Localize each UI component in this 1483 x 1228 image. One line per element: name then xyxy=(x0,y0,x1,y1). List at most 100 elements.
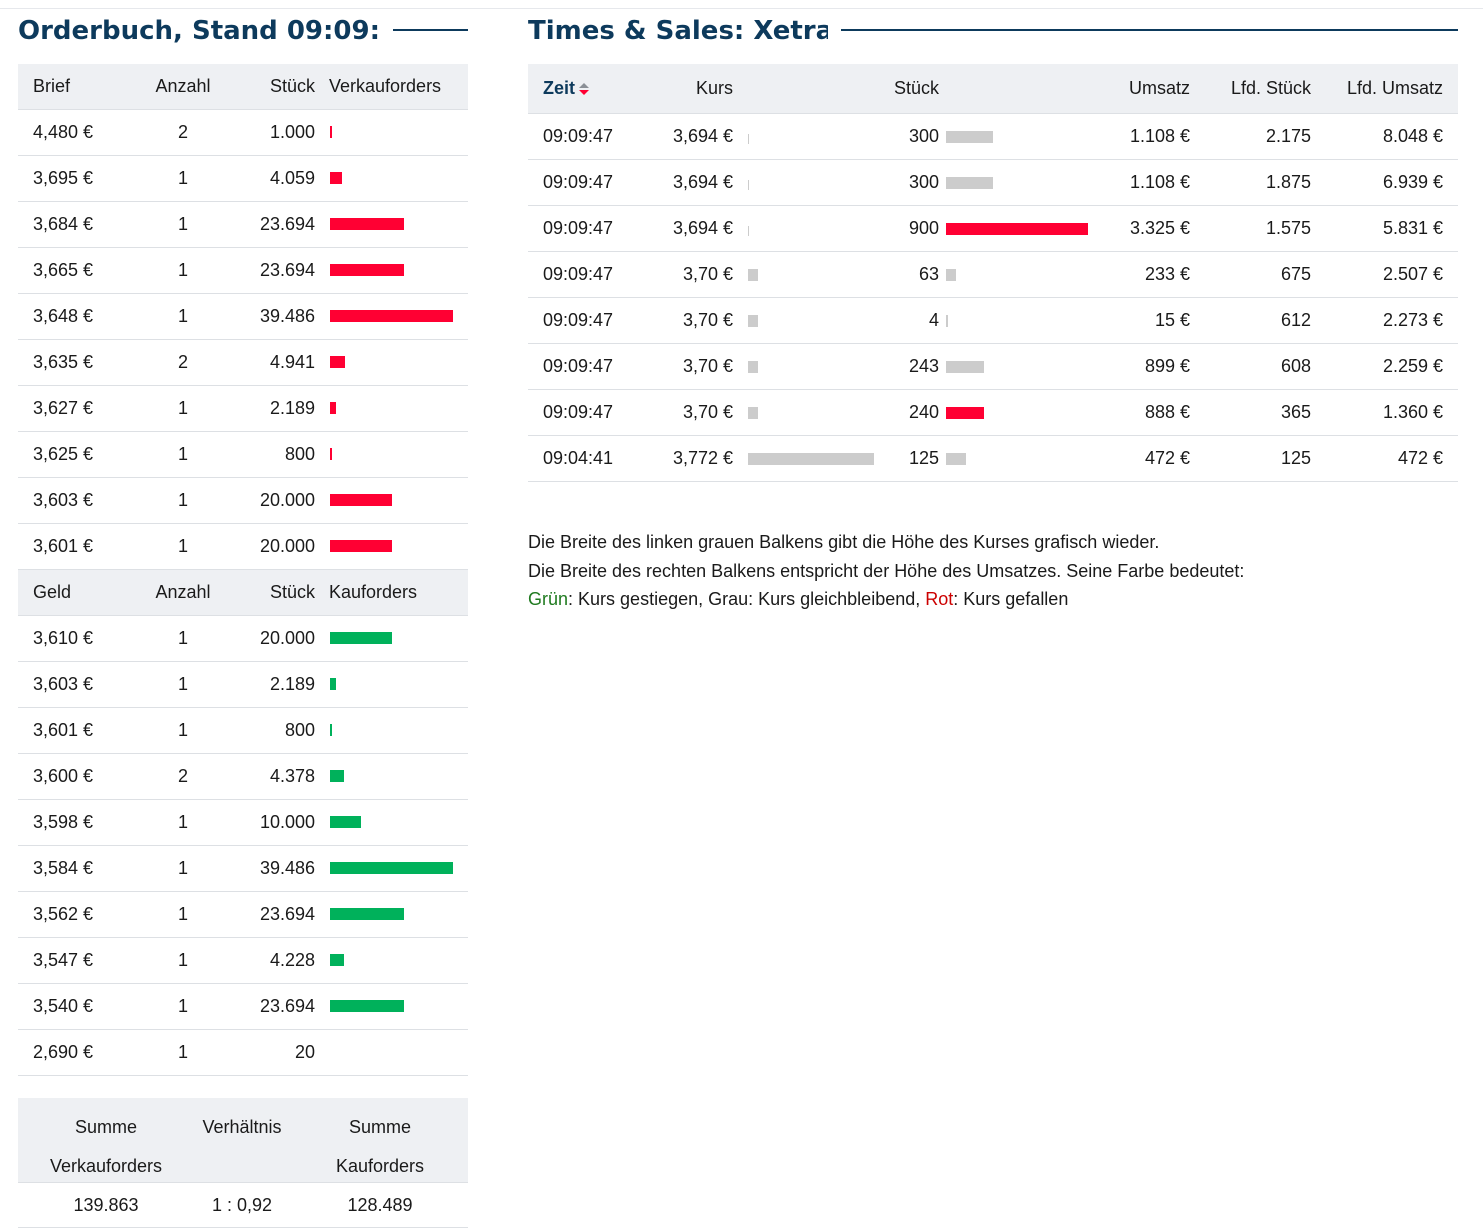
bid-qty: 23.694 xyxy=(259,996,315,1016)
times-sales-title: Times & Sales: Xetra xyxy=(528,16,828,46)
legend-line-2: Die Breite des rechten Balkens entsprich… xyxy=(528,560,1245,581)
time-header-label: Zeit xyxy=(543,78,576,98)
bid-volume-bar xyxy=(330,632,392,644)
bid-price: 2,690 € xyxy=(33,1042,94,1062)
bid-row: 3,603 € 1 2.189 xyxy=(18,662,468,708)
bid-price: 3,584 € xyxy=(33,858,94,878)
trade-qty-bar xyxy=(946,315,948,327)
bid-row: 3,562 € 1 23.694 xyxy=(18,892,468,938)
bid-row: 3,584 € 1 39.486 xyxy=(18,846,468,892)
trade-qty-bar xyxy=(946,453,966,465)
bid-count: 1 xyxy=(177,904,188,924)
ask-rows: 4,480 € 2 1.000 3,695 € 1 4.059 3,684 € 1 23.694… xyxy=(18,110,468,570)
orderbook-title-rule xyxy=(393,29,468,31)
cum-qty-header: Lfd. Stück xyxy=(1230,78,1311,98)
trade-cum-turnover: 2.259 € xyxy=(1382,356,1443,376)
trade-price-bar xyxy=(748,226,749,236)
trade-qty-bar xyxy=(946,131,993,143)
times-sales-table: Zeit Kurs Stück Umsatz Lfd. Stück Lfd. U… xyxy=(528,64,1458,482)
bid-count: 1 xyxy=(177,674,188,694)
ask-qty: 20.000 xyxy=(259,536,315,556)
trade-qty: 243 xyxy=(908,356,939,376)
ask-count: 1 xyxy=(177,490,188,510)
trade-time: 09:04:41 xyxy=(543,448,614,468)
bid-volume-bar xyxy=(330,770,344,782)
trade-price-bar xyxy=(748,453,874,465)
trade-qty-bar xyxy=(946,177,993,189)
summary-sell-label-line2: Verkauforders xyxy=(49,1156,163,1176)
ask-price: 3,635 € xyxy=(33,352,94,372)
ask-row: 3,635 € 2 4.941 xyxy=(18,340,468,386)
trade-turnover: 1.108 € xyxy=(1129,126,1190,146)
bid-count: 1 xyxy=(177,996,188,1016)
price-header: Kurs xyxy=(695,78,733,98)
orderbook-table: Brief Anzahl Stück Verkauforders 4,480 €… xyxy=(18,64,468,1076)
ask-qty: 23.694 xyxy=(259,260,315,280)
bid-row: 2,690 € 1 20 xyxy=(18,1030,468,1076)
trade-qty-bar xyxy=(946,407,984,419)
legend-red-word: Rot xyxy=(925,589,954,609)
trade-turnover: 233 € xyxy=(1144,264,1190,284)
ask-count: 1 xyxy=(177,444,188,464)
trade-price-bar xyxy=(748,315,758,327)
bar-legend: Die Breite des linken grauen Balkens gib… xyxy=(528,528,1244,614)
ask-count: 1 xyxy=(177,398,188,418)
trade-price-bar xyxy=(748,361,758,373)
bid-volume-bar xyxy=(330,862,453,874)
ask-count: 1 xyxy=(177,214,188,234)
bid-volume-bar xyxy=(330,954,344,966)
bid-price: 3,601 € xyxy=(33,720,94,740)
ask-row: 3,648 € 1 39.486 xyxy=(18,294,468,340)
bid-qty: 39.486 xyxy=(259,858,315,878)
trade-qty: 300 xyxy=(908,126,939,146)
bid-price: 3,540 € xyxy=(33,996,94,1016)
sort-icon[interactable] xyxy=(579,82,590,96)
trade-row: 09:04:41 3,772 € 125 472 € 125 472 € xyxy=(528,436,1458,482)
trade-cum-turnover: 8.048 € xyxy=(1382,126,1443,146)
cum-turnover-header: Lfd. Umsatz xyxy=(1346,78,1443,98)
bid-qty: 20 xyxy=(294,1042,315,1062)
bid-count: 1 xyxy=(177,720,188,740)
trade-cum-turnover: 5.831 € xyxy=(1382,218,1443,238)
trade-cum-turnover: 6.939 € xyxy=(1382,172,1443,192)
bid-row: 3,600 € 2 4.378 xyxy=(18,754,468,800)
legend-red-text: : Kurs gefallen xyxy=(953,589,1069,609)
bid-row: 3,610 € 1 20.000 xyxy=(18,616,468,662)
bid-volume-bar xyxy=(330,678,336,690)
ask-price: 4,480 € xyxy=(33,122,94,142)
ask-row: 3,603 € 1 20.000 xyxy=(18,478,468,524)
ask-qty: 4.941 xyxy=(269,352,315,372)
legend-line-3: Grün: Kurs gestiegen, Grau: Kurs gleichb… xyxy=(528,585,1244,614)
ask-header-qty: Stück xyxy=(269,76,315,96)
trade-price: 3,694 € xyxy=(672,172,733,192)
trade-cum-turnover: 2.507 € xyxy=(1382,264,1443,284)
ask-header-count: Anzahl xyxy=(155,76,211,96)
trade-turnover: 899 € xyxy=(1144,356,1190,376)
trade-price-bar xyxy=(748,134,749,144)
bid-price: 3,603 € xyxy=(33,674,94,694)
trade-cum-qty: 365 xyxy=(1280,402,1311,422)
ask-volume-bar xyxy=(330,540,392,552)
trade-qty: 900 xyxy=(908,218,939,238)
ask-header-row: Brief Anzahl Stück Verkauforders xyxy=(18,64,468,110)
bid-header-row: Geld Anzahl Stück Kauforders xyxy=(18,570,468,616)
trade-qty-bar xyxy=(946,223,1088,235)
qty-header: Stück xyxy=(893,78,939,98)
bid-price: 3,610 € xyxy=(33,628,94,648)
ask-qty: 4.059 xyxy=(269,168,315,188)
trade-turnover: 888 € xyxy=(1144,402,1190,422)
trade-row: 09:09:47 3,70 € 63 233 € 675 2.507 € xyxy=(528,252,1458,298)
bid-price: 3,600 € xyxy=(33,766,94,786)
trade-qty: 300 xyxy=(908,172,939,192)
summary-sell-label-line1: Summe xyxy=(74,1117,137,1137)
trade-cum-qty: 1.575 xyxy=(1265,218,1311,238)
trade-cum-turnover: 2.273 € xyxy=(1382,310,1443,330)
ask-count: 1 xyxy=(177,306,188,326)
bid-row: 3,601 € 1 800 xyxy=(18,708,468,754)
bid-price: 3,547 € xyxy=(33,950,94,970)
ask-row: 3,601 € 1 20.000 xyxy=(18,524,468,570)
trade-turnover: 1.108 € xyxy=(1129,172,1190,192)
ask-price: 3,648 € xyxy=(33,306,94,326)
sort-by-time-button[interactable]: Zeit xyxy=(543,64,590,113)
trade-row: 09:09:47 3,70 € 243 899 € 608 2.259 € xyxy=(528,344,1458,390)
